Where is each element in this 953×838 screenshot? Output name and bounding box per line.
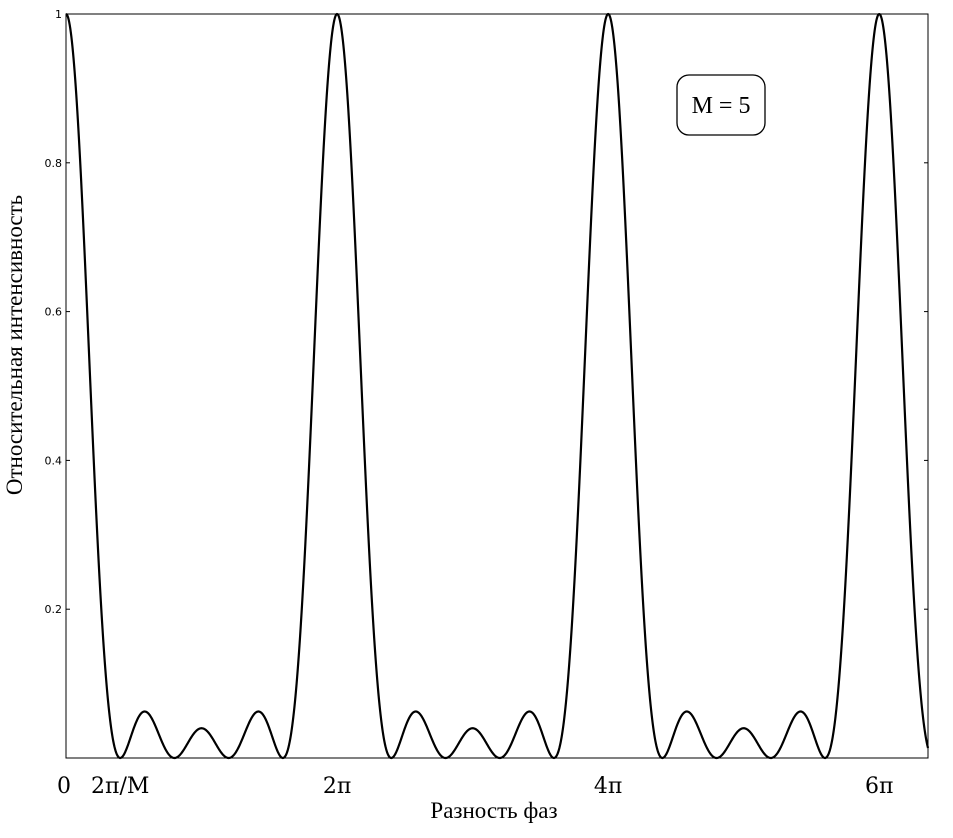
plot-frame (65, 13, 929, 759)
annotation-label: M = 5 (692, 93, 751, 119)
y-tick-label: 1 (55, 8, 62, 21)
x-axis-ticks: 0 2π/M 2π 4π 6π (57, 774, 893, 799)
y-axis-ticks: 0.2 0.4 0.6 0.8 1 (45, 8, 928, 616)
annotation-box: M = 5 (676, 74, 766, 136)
x-axis-title: Разность фаз (430, 798, 557, 823)
y-tick-label: 0.2 (45, 603, 63, 616)
y-tick-label: 0.4 (45, 454, 63, 467)
y-tick-label: 0.6 (45, 306, 63, 319)
y-axis-title: Относительная интенсивность (2, 195, 27, 495)
x-tick-label: 4π (594, 774, 622, 799)
x-tick-label: 2π (323, 774, 351, 799)
y-tick-label: 0.8 (45, 157, 63, 170)
x-tick-label: 6π (865, 774, 893, 799)
intensity-curve (65, 12, 930, 760)
x-tick-label: 2π/M (91, 774, 149, 799)
x-tick-label: 0 (57, 774, 71, 799)
